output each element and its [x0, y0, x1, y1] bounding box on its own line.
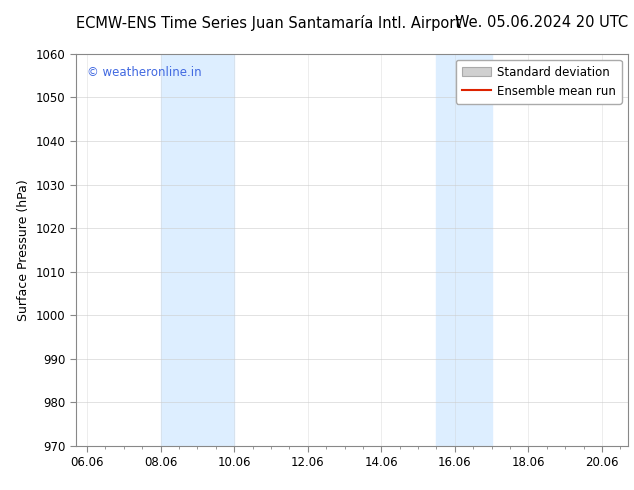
Bar [160, 54, 234, 446]
Bar [436, 54, 491, 446]
Legend: Standard deviation, Ensemble mean run: Standard deviation, Ensemble mean run [456, 60, 622, 103]
Text: © weatheronline.in: © weatheronline.in [87, 66, 202, 79]
Y-axis label: Surface Pressure (hPa): Surface Pressure (hPa) [17, 179, 30, 321]
Text: We. 05.06.2024 20 UTC: We. 05.06.2024 20 UTC [455, 15, 628, 30]
Text: ECMW-ENS Time Series Juan Santamaría Intl. Airport: ECMW-ENS Time Series Juan Santamaría Int… [76, 15, 461, 31]
